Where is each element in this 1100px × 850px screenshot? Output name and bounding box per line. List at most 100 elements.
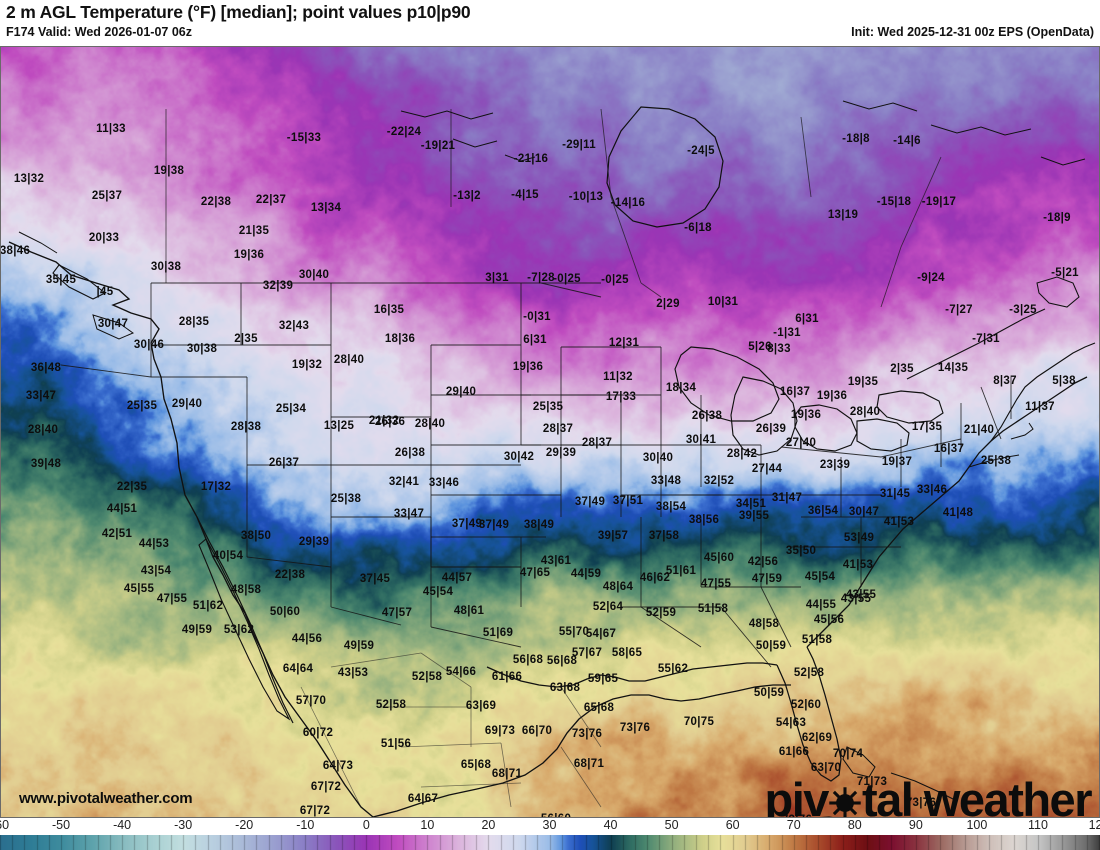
- point-value: 8|33: [767, 343, 791, 355]
- point-value: -0|25: [553, 273, 581, 285]
- geo-line: [540, 282, 602, 298]
- point-value: 44|55: [805, 599, 837, 611]
- point-value: 44|53: [138, 538, 170, 550]
- point-value: 37|49: [478, 519, 510, 531]
- point-value: 64|67: [407, 793, 439, 805]
- point-value: 19|36: [816, 390, 848, 402]
- geo-line: [8, 241, 374, 817]
- point-value: -7|28: [527, 272, 555, 284]
- point-value: -6|18: [684, 222, 712, 234]
- point-value: -19|17: [921, 196, 957, 208]
- geo-line: [890, 772, 958, 802]
- point-value: 6|31: [795, 313, 819, 325]
- point-value: 52|64: [592, 601, 624, 613]
- geo-line: [930, 124, 1032, 136]
- point-value: -4|15: [511, 189, 539, 201]
- point-value: 73|76: [905, 797, 937, 809]
- point-value: 6|31: [523, 334, 547, 346]
- point-value: 39|48: [30, 458, 62, 470]
- point-value: 60|72: [302, 727, 334, 739]
- point-value: -29|11: [562, 139, 596, 151]
- geo-line: [420, 782, 522, 788]
- point-value: 16|37: [933, 443, 965, 455]
- point-value: 37|49: [574, 496, 606, 508]
- point-value: 16|35: [373, 304, 405, 316]
- point-value: 45|55: [123, 583, 155, 595]
- geo-line: [420, 652, 472, 688]
- point-value: 61|66: [491, 671, 523, 683]
- geo-line: [806, 376, 1088, 648]
- point-value: 73|76: [571, 728, 603, 740]
- colorbar-tick: 80: [847, 818, 862, 832]
- point-value: 21|35: [238, 225, 270, 237]
- colorbar-tick: -40: [113, 818, 132, 832]
- point-value: 48|64: [602, 581, 634, 593]
- point-value: 30|42: [503, 451, 535, 463]
- colorbar-tick: 0: [362, 818, 370, 832]
- point-value: 30|40: [298, 269, 330, 281]
- point-value: 11|37: [1025, 401, 1055, 413]
- colorbar-tick: 90: [908, 818, 923, 832]
- colorbar-tick: 110: [1027, 818, 1048, 832]
- geo-line: [856, 418, 910, 452]
- point-value: 10|31: [707, 296, 739, 308]
- point-value: 30|47: [848, 506, 880, 518]
- point-value: |45: [96, 286, 114, 298]
- point-value: 52|59: [645, 607, 677, 619]
- valid-time-label: F174 Valid: Wed 2026-01-07 06z: [6, 25, 192, 39]
- geo-line: [430, 626, 522, 648]
- colorbar-tick: -50: [52, 818, 71, 832]
- point-value: 27|44: [751, 463, 783, 475]
- point-value: 51|56: [380, 738, 412, 750]
- point-value: 54|67: [585, 628, 617, 640]
- point-value: 34|51: [735, 498, 767, 510]
- point-value: 37|49: [451, 518, 483, 530]
- point-value: 45|56: [813, 614, 845, 626]
- point-value: 51|69: [482, 627, 514, 639]
- point-value: 13|32: [13, 173, 45, 185]
- point-value: 28|37: [581, 437, 613, 449]
- point-value: 13|34: [310, 202, 342, 214]
- geo-line: [60, 364, 152, 378]
- point-value: 5|38: [1052, 375, 1076, 387]
- point-value: -1|31: [773, 327, 801, 339]
- point-value: 46|62: [639, 572, 671, 584]
- point-value: 51|62: [192, 600, 224, 612]
- point-value: 51|58: [697, 603, 729, 615]
- colorbar-tick: 40: [603, 818, 618, 832]
- point-value: 22|37: [255, 194, 287, 206]
- point-value: 62|69: [801, 732, 833, 744]
- point-value: 43|55: [840, 593, 872, 605]
- colorbar-tick: 30: [542, 818, 557, 832]
- point-value: 65|68: [583, 702, 615, 714]
- point-value: 41|48: [942, 507, 974, 519]
- colorbar-tick: -10: [296, 818, 315, 832]
- colorbar: -60 -50 -40 -30 -20 -10 0 10 20 30 40 50 60 70 80 90 100…: [0, 818, 1100, 850]
- point-value: 69|73: [484, 725, 516, 737]
- geo-line: [52, 264, 107, 300]
- point-value: 37|58: [648, 530, 680, 542]
- map-viewport[interactable]: 11|33 -15|33 13|32 19|38 25|37 22|38 22|37 13|3…: [0, 46, 1100, 818]
- point-value: 31|47: [771, 492, 803, 504]
- point-value: 38|50: [240, 530, 272, 542]
- geo-line: [560, 686, 602, 748]
- point-value: 2|35: [234, 333, 258, 345]
- geo-line: [246, 556, 332, 568]
- colorbar-tick: 100: [966, 818, 988, 832]
- point-value: 5|26: [748, 341, 772, 353]
- point-value: 17|32: [200, 481, 232, 493]
- point-value: 28|42: [726, 448, 758, 460]
- geo-line: [876, 390, 944, 424]
- point-value: 26|36: [374, 416, 406, 428]
- geo-line: [400, 742, 502, 748]
- geo-line: [500, 742, 512, 808]
- point-value: 43|54: [140, 565, 172, 577]
- point-value: 25|34: [275, 403, 307, 415]
- point-value: 30|38: [150, 261, 182, 273]
- logo-text-post: tal weather: [861, 773, 1093, 818]
- point-value: -5|21: [1051, 267, 1079, 279]
- geo-line: [330, 652, 422, 668]
- point-value: 41|53: [842, 559, 874, 571]
- point-value: 70|75: [683, 716, 715, 728]
- point-value: -22|24: [386, 126, 422, 138]
